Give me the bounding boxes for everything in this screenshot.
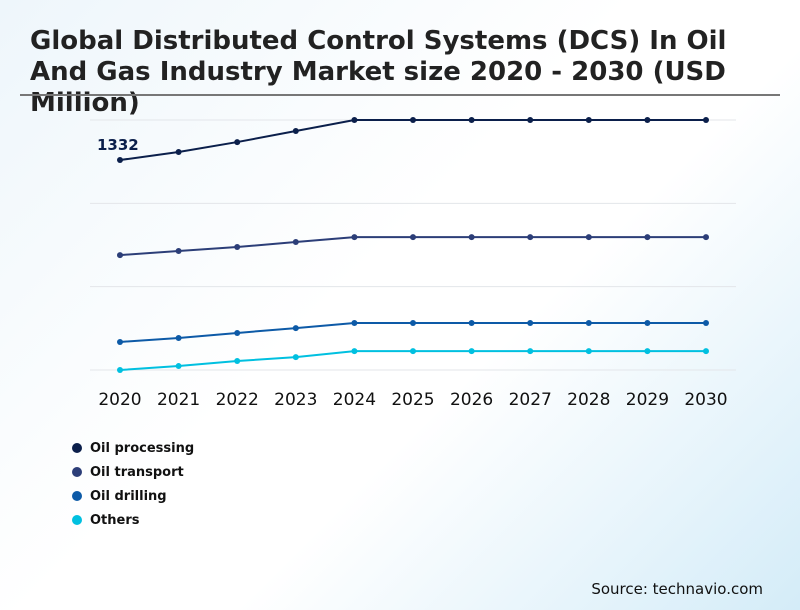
data-point (351, 320, 358, 327)
x-tick-label: 2027 (509, 390, 552, 410)
legend: Oil processing Oil transport Oil drilling O… (72, 436, 194, 532)
data-point (585, 320, 592, 327)
data-point (292, 354, 299, 361)
data-point (644, 117, 651, 123)
data-point (644, 234, 651, 241)
data-point (292, 325, 299, 332)
legend-marker-icon (72, 443, 82, 453)
data-point (703, 320, 709, 327)
data-point (703, 117, 709, 123)
data-point (410, 117, 416, 123)
legend-item: Oil transport (72, 460, 194, 484)
x-tick-label: 2020 (98, 390, 141, 410)
x-tick-label: 2022 (216, 390, 259, 410)
data-point (351, 234, 358, 241)
data-point (175, 148, 182, 155)
data-point (410, 320, 416, 327)
x-tick-label: 2023 (274, 390, 317, 410)
data-point (644, 348, 651, 355)
data-point (585, 117, 592, 123)
data-point (468, 117, 475, 123)
chart-title: Global Distributed Control Systems (DCS)… (30, 26, 727, 118)
data-point (117, 157, 123, 164)
data-point (351, 348, 358, 355)
data-point (175, 335, 182, 342)
data-point (527, 117, 534, 123)
data-point (468, 320, 475, 327)
data-point (527, 348, 534, 355)
data-point (585, 234, 592, 241)
data-point (117, 367, 123, 373)
legend-label: Oil drilling (90, 488, 167, 504)
x-tick-label: 2029 (626, 390, 669, 410)
data-label: 1332 (97, 136, 139, 154)
legend-item: Oil drilling (72, 484, 194, 508)
x-tick-label: 2024 (333, 390, 376, 410)
legend-marker-icon (72, 491, 82, 501)
data-point (468, 348, 475, 355)
legend-label: Oil transport (90, 464, 184, 480)
data-point (527, 320, 534, 327)
data-point (234, 139, 241, 146)
legend-label: Oil processing (90, 440, 195, 456)
legend-marker-icon (72, 467, 82, 477)
x-tick-label: 2026 (450, 390, 493, 410)
data-point (703, 348, 709, 355)
data-point (175, 363, 182, 370)
legend-marker-icon (72, 515, 82, 525)
data-point (234, 329, 241, 336)
data-point (410, 234, 416, 241)
data-point (292, 239, 299, 246)
data-point (117, 252, 123, 259)
legend-label: Others (90, 512, 140, 528)
legend-item: Others (72, 508, 194, 532)
data-point (175, 247, 182, 254)
title-divider (20, 94, 780, 96)
data-point (234, 244, 241, 251)
series-line-0 (119, 119, 706, 162)
x-tick-label: 2030 (684, 390, 727, 410)
source-note: Source: technavio.com (591, 580, 763, 598)
data-point (234, 358, 241, 365)
data-point (468, 234, 475, 241)
data-point (117, 338, 123, 345)
data-point (703, 234, 709, 241)
data-point (410, 348, 416, 355)
data-point (644, 320, 651, 327)
data-point (351, 117, 358, 123)
x-tick-label: 2025 (391, 390, 434, 410)
legend-item: Oil processing (72, 436, 194, 460)
data-point (292, 128, 299, 135)
data-point (585, 348, 592, 355)
data-point (527, 234, 534, 241)
x-tick-label: 2021 (157, 390, 200, 410)
x-tick-label: 2028 (567, 390, 610, 410)
